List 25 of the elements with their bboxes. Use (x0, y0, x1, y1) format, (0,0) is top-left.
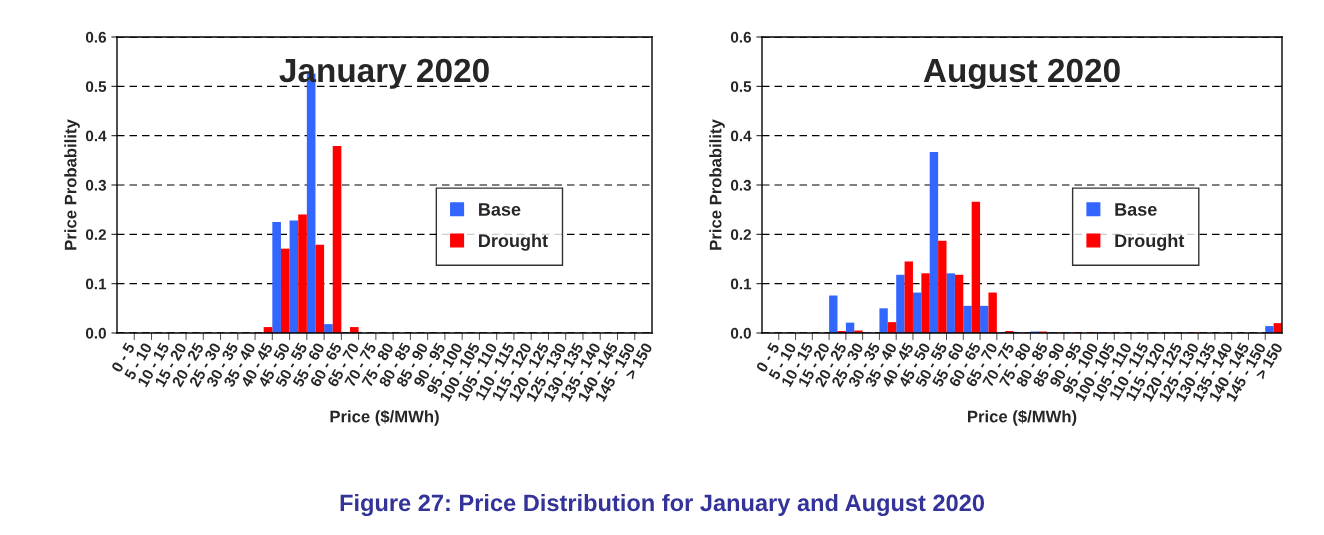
y-tick-label: 0.3 (85, 179, 107, 191)
y-tick-label: 0.4 (730, 130, 752, 142)
y-tick-label: 0.0 (85, 327, 106, 339)
y-axis-title: Price Probability (709, 119, 725, 250)
y-tick-label: 0.1 (85, 278, 107, 290)
text: January 2020 (279, 58, 489, 89)
legend-label: Drought (1115, 233, 1185, 251)
text: August 2020 (923, 58, 1120, 90)
legend-label: Drought (479, 233, 548, 251)
y-tick-label: 0.2 (730, 229, 751, 241)
y-axis-title: Price Probability (64, 119, 80, 250)
y-tick-label: 0.2 (85, 229, 106, 241)
y-tick-label: 0.1 (730, 278, 752, 290)
legend-label: Base (479, 203, 521, 216)
x-axis-title: Price ($/MWh) (968, 409, 1077, 426)
y-tick-label: 0.0 (730, 327, 751, 339)
legend-label: Base (1115, 203, 1157, 216)
y-tick-label: 0.5 (85, 81, 107, 93)
x-axis-title: Price ($/MWh) (330, 409, 439, 426)
y-tick-label: 0.6 (85, 31, 107, 43)
y-tick-label: 0.6 (730, 31, 752, 43)
caption: Figure 27: Price Distribution for January and August 2020 (340, 493, 985, 517)
y-tick-label: 0.3 (730, 179, 752, 191)
y-tick-label: 0.5 (730, 81, 752, 93)
y-tick-label: 0.4 (85, 130, 107, 142)
